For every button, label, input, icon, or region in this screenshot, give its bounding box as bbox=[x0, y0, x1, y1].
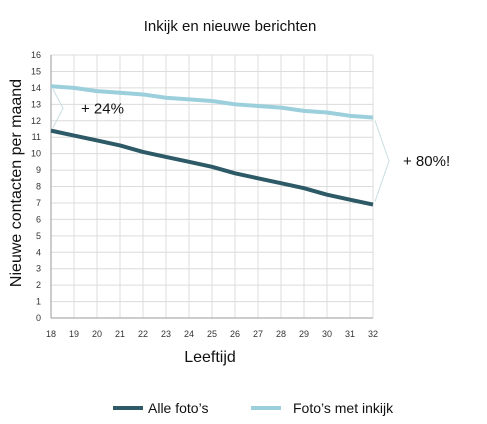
x-tick-label: 27 bbox=[253, 329, 263, 339]
y-tick-label: 8 bbox=[36, 182, 41, 192]
legend: Alle foto’s Foto’s met inkijk bbox=[113, 400, 394, 416]
x-tick-label: 25 bbox=[207, 329, 217, 339]
annotation-right-label: + 80%! bbox=[403, 153, 450, 170]
series-line-2 bbox=[50, 84, 374, 120]
y-tick-label: 6 bbox=[36, 214, 41, 224]
axes bbox=[50, 55, 373, 319]
y-tick-label: 12 bbox=[31, 116, 41, 126]
y-tick-label: 10 bbox=[31, 149, 41, 159]
legend-label-1: Alle foto’s bbox=[148, 400, 208, 416]
x-tick-label: 18 bbox=[46, 329, 56, 339]
x-tick-label: 28 bbox=[276, 329, 286, 339]
x-tick-label: 29 bbox=[299, 329, 309, 339]
x-tick-label: 26 bbox=[230, 329, 240, 339]
y-axis-title: Nieuwe contacten per maand bbox=[8, 79, 25, 287]
y-tick-label: 0 bbox=[36, 313, 41, 323]
y-tick-label: 4 bbox=[36, 247, 41, 257]
y-tick-label: 1 bbox=[36, 297, 41, 307]
y-tick-label: 2 bbox=[36, 280, 41, 290]
y-tick-label: 9 bbox=[36, 165, 41, 175]
y-tick-label: 13 bbox=[31, 99, 41, 109]
x-tick-label: 22 bbox=[138, 329, 148, 339]
legend-label-2: Foto’s met inkijk bbox=[293, 400, 394, 416]
y-tick-label: 11 bbox=[32, 132, 41, 142]
x-tick-label: 32 bbox=[368, 329, 378, 339]
brace-left-icon bbox=[52, 89, 64, 128]
chart-title: Inkijk en nieuwe berichten bbox=[144, 18, 317, 35]
y-tick-label: 16 bbox=[31, 50, 41, 60]
x-axis-title: Leeftijd bbox=[184, 349, 236, 366]
series-lines bbox=[50, 84, 374, 207]
x-tick-label: 31 bbox=[345, 329, 355, 339]
y-tick-label: 14 bbox=[31, 83, 41, 93]
x-tick-label: 30 bbox=[322, 329, 332, 339]
x-tick-label: 20 bbox=[92, 329, 102, 339]
y-tick-label: 3 bbox=[36, 264, 41, 274]
x-tick-label: 21 bbox=[115, 329, 125, 339]
gridlines bbox=[50, 54, 374, 319]
y-tick-label: 5 bbox=[36, 231, 41, 241]
x-tick-labels: 18 19 20 21 22 23 24 25 26 27 28 29 30 31 32 bbox=[46, 329, 378, 339]
annotations: + 24% + 80%! bbox=[52, 89, 450, 202]
y-tick-label: 15 bbox=[31, 66, 41, 76]
y-tick-label: 7 bbox=[36, 198, 41, 208]
x-tick-label: 23 bbox=[161, 329, 171, 339]
annotation-left-label: + 24% bbox=[81, 100, 124, 117]
series-line-1 bbox=[50, 128, 374, 207]
brace-right-icon bbox=[374, 120, 390, 202]
x-tick-label: 19 bbox=[69, 329, 79, 339]
x-tick-label: 24 bbox=[184, 329, 194, 339]
